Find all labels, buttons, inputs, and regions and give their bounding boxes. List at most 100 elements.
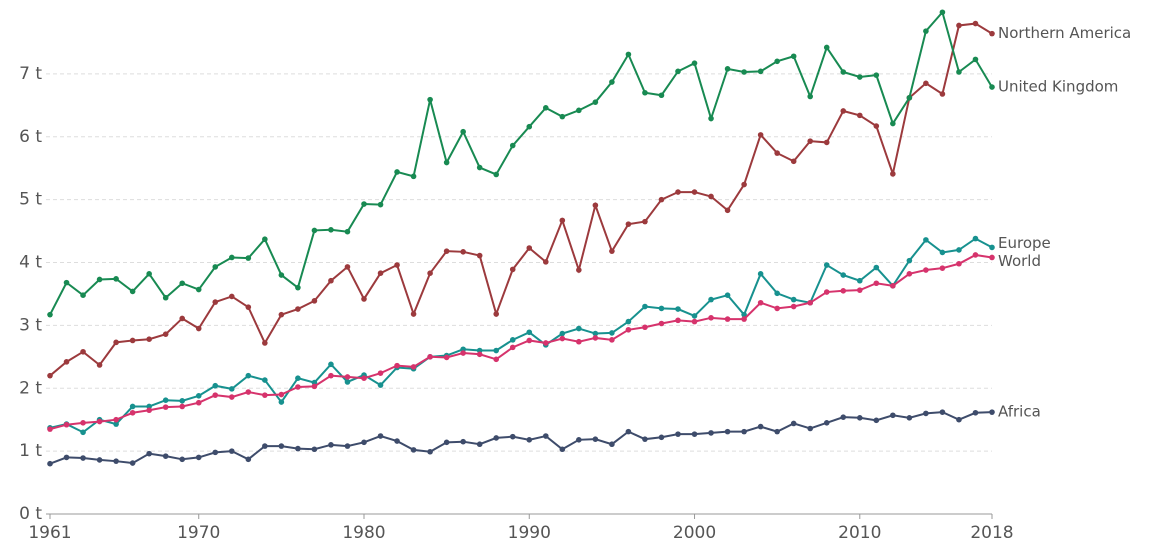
data-point — [262, 377, 268, 383]
data-point — [509, 433, 516, 440]
data-point — [162, 331, 169, 337]
series-label: World — [998, 252, 1041, 270]
data-point — [856, 277, 863, 284]
data-point — [195, 454, 202, 461]
data-point — [63, 279, 70, 286]
data-point — [328, 361, 334, 368]
series-label: Africa — [998, 403, 1041, 421]
data-point — [840, 287, 847, 294]
data-point — [228, 448, 235, 454]
data-point — [939, 409, 946, 415]
series-line — [49, 22, 993, 377]
data-point — [179, 280, 186, 287]
data-point — [443, 439, 450, 446]
data-point — [724, 316, 731, 322]
data-point — [741, 428, 747, 435]
data-point — [856, 112, 863, 119]
data-point — [923, 80, 929, 87]
y-tick-label: 0 t — [19, 504, 42, 524]
data-point — [708, 193, 714, 200]
data-point — [410, 311, 417, 317]
data-point — [509, 337, 516, 343]
data-point — [278, 443, 285, 449]
data-point — [856, 74, 863, 80]
data-point — [774, 305, 780, 312]
data-point — [129, 403, 136, 410]
data-point — [542, 340, 549, 346]
data-point — [526, 245, 533, 251]
data-point — [228, 293, 235, 300]
data-point — [262, 236, 268, 243]
data-point — [179, 315, 186, 322]
data-point — [228, 254, 235, 261]
data-point — [807, 93, 814, 100]
data-point — [146, 407, 152, 414]
data-point — [509, 344, 516, 351]
data-point — [394, 438, 400, 444]
data-point — [509, 266, 516, 273]
data-point — [989, 244, 995, 251]
data-point — [658, 92, 665, 99]
data-point — [840, 414, 847, 420]
y-tick-label: 3 t — [19, 315, 42, 335]
data-point — [939, 9, 946, 16]
data-point — [129, 409, 136, 416]
data-point — [625, 318, 632, 325]
data-point — [989, 30, 995, 37]
data-point — [708, 315, 714, 321]
series-line — [49, 411, 993, 465]
data-point — [377, 382, 384, 388]
data-point — [212, 449, 219, 456]
data-point — [741, 181, 747, 188]
data-point — [278, 399, 285, 405]
data-point — [113, 276, 119, 282]
data-point — [113, 458, 119, 464]
data-point — [592, 335, 599, 341]
data-point — [774, 58, 780, 65]
data-point — [542, 433, 549, 439]
data-point — [757, 271, 764, 277]
data-point — [691, 318, 698, 325]
data-point — [113, 416, 119, 423]
data-point — [295, 384, 301, 390]
data-point — [956, 247, 962, 253]
data-point — [642, 303, 648, 310]
data-point — [212, 392, 219, 398]
data-point — [989, 84, 995, 90]
data-point — [675, 189, 681, 195]
data-point — [427, 354, 433, 360]
data-point — [212, 299, 219, 305]
data-point — [129, 288, 136, 295]
data-point — [906, 415, 913, 421]
data-point — [939, 249, 946, 256]
data-point — [344, 443, 351, 449]
data-point — [559, 446, 566, 453]
data-point — [774, 428, 780, 435]
data-point — [708, 115, 714, 122]
data-point — [790, 303, 797, 310]
y-tick-label: 1 t — [19, 441, 42, 461]
data-point — [790, 296, 797, 303]
data-point — [476, 441, 483, 448]
data-point — [162, 404, 169, 410]
data-point — [658, 305, 665, 312]
data-point — [609, 330, 615, 336]
data-point — [377, 370, 384, 376]
data-point — [741, 69, 747, 75]
data-point — [328, 227, 334, 233]
x-tick-label: 2010 — [838, 523, 881, 543]
y-tick-label: 7 t — [19, 64, 42, 84]
x-tick-label: 1970 — [177, 523, 220, 543]
data-point — [278, 391, 285, 398]
data-point — [890, 171, 896, 177]
data-point — [295, 306, 301, 312]
data-point — [228, 394, 235, 400]
data-point — [295, 375, 301, 381]
data-point — [592, 436, 599, 442]
data-point — [658, 196, 665, 203]
data-point — [840, 272, 847, 278]
data-point — [576, 107, 582, 114]
data-point — [509, 142, 516, 149]
